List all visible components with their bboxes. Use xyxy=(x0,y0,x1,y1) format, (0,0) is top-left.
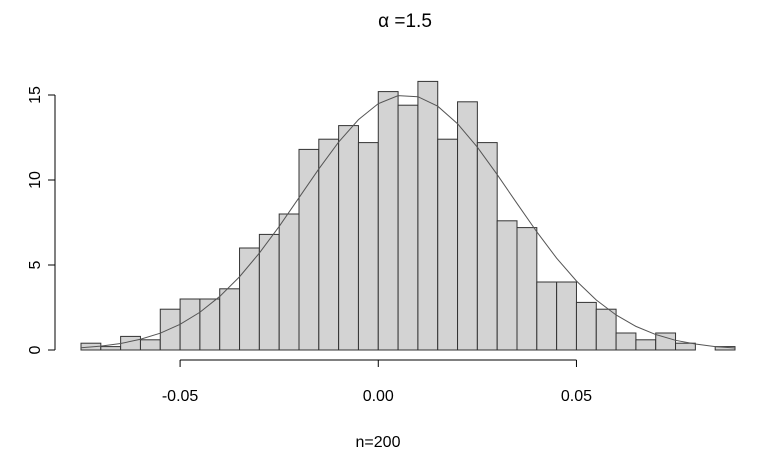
chart-title: α =1.5 xyxy=(378,11,432,32)
y-tick-label: 15 xyxy=(27,86,44,104)
bar xyxy=(536,281,558,351)
bar xyxy=(635,339,657,351)
y-tick-label: 0 xyxy=(27,345,44,354)
bar xyxy=(556,281,577,351)
bar xyxy=(338,125,359,351)
bar xyxy=(615,332,637,351)
bar xyxy=(318,138,340,351)
bar xyxy=(357,142,379,351)
bar xyxy=(377,91,399,351)
y-tick-label: 10 xyxy=(27,171,44,189)
x-axis-label: n=200 xyxy=(356,434,401,451)
bar xyxy=(139,339,161,351)
bar xyxy=(219,288,241,351)
bar xyxy=(457,101,478,351)
bar xyxy=(675,342,696,351)
bar xyxy=(714,346,736,351)
bar xyxy=(159,308,181,351)
bar xyxy=(239,247,260,351)
bar xyxy=(575,301,597,351)
bar xyxy=(595,308,617,351)
bar xyxy=(199,298,221,351)
bar xyxy=(417,80,439,351)
bar xyxy=(179,298,201,351)
density-curve xyxy=(80,95,736,349)
x-tick-label: 0.05 xyxy=(561,388,592,405)
x-tick-label: -0.05 xyxy=(162,388,199,405)
y-tick-label: 5 xyxy=(27,260,44,269)
bar xyxy=(655,332,677,351)
bar xyxy=(258,233,280,351)
bar xyxy=(100,346,122,351)
bar xyxy=(437,138,459,351)
x-tick-label: 0.00 xyxy=(363,388,394,405)
bar xyxy=(496,220,518,351)
bar xyxy=(397,104,419,351)
bar xyxy=(278,213,300,351)
bar xyxy=(476,142,498,351)
bar xyxy=(516,227,538,351)
bar xyxy=(298,148,320,351)
